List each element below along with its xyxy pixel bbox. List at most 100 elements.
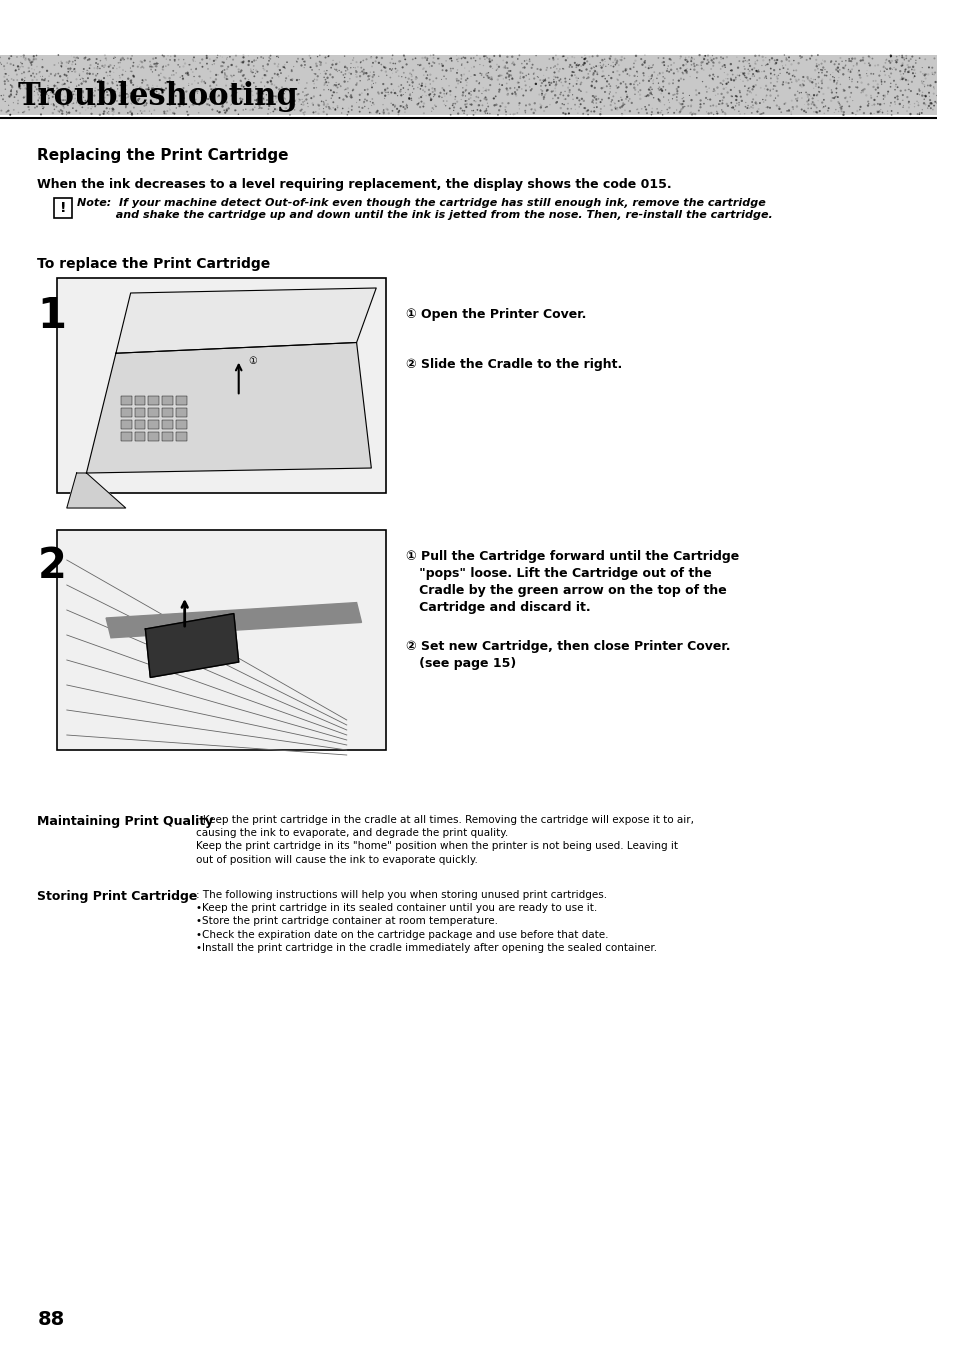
Point bbox=[34, 69, 50, 90]
Point bbox=[404, 69, 419, 90]
Point bbox=[550, 66, 565, 88]
Point bbox=[880, 84, 895, 105]
Point bbox=[291, 89, 306, 111]
Point bbox=[591, 55, 606, 77]
Point bbox=[584, 92, 599, 113]
Point bbox=[250, 61, 265, 82]
Point bbox=[650, 88, 665, 109]
Point bbox=[280, 65, 295, 86]
Point bbox=[152, 69, 168, 90]
Point bbox=[651, 77, 666, 98]
Point bbox=[35, 57, 51, 78]
Point bbox=[524, 98, 539, 120]
Point bbox=[20, 77, 35, 98]
Point bbox=[133, 51, 149, 73]
Point bbox=[66, 84, 81, 105]
Point bbox=[923, 63, 939, 85]
Point bbox=[387, 94, 402, 116]
Point bbox=[741, 61, 757, 82]
Point bbox=[316, 80, 332, 101]
Point bbox=[680, 46, 696, 67]
Point bbox=[91, 70, 107, 92]
Point bbox=[552, 84, 567, 105]
Point bbox=[31, 62, 47, 84]
Point bbox=[65, 93, 80, 115]
Point bbox=[200, 88, 215, 109]
Point bbox=[888, 46, 903, 67]
Point bbox=[774, 55, 789, 77]
Point bbox=[643, 104, 659, 125]
Point bbox=[486, 45, 501, 66]
Point bbox=[16, 45, 31, 66]
Point bbox=[6, 92, 21, 113]
Polygon shape bbox=[67, 473, 126, 509]
Point bbox=[370, 82, 385, 104]
Point bbox=[27, 47, 42, 69]
Point bbox=[617, 47, 632, 69]
Point bbox=[461, 88, 476, 109]
Point bbox=[569, 88, 584, 109]
Point bbox=[354, 82, 369, 104]
Point bbox=[560, 103, 576, 124]
Point bbox=[610, 69, 625, 90]
Point bbox=[457, 69, 473, 90]
Point bbox=[762, 63, 778, 85]
Point bbox=[598, 70, 614, 92]
Point bbox=[754, 55, 769, 77]
Point bbox=[274, 80, 290, 101]
Point bbox=[513, 61, 528, 82]
Point bbox=[887, 50, 902, 71]
Point bbox=[71, 86, 87, 108]
Point bbox=[889, 103, 904, 124]
Point bbox=[476, 55, 491, 77]
Point bbox=[874, 101, 889, 123]
Point bbox=[568, 54, 583, 76]
Point bbox=[368, 47, 383, 69]
Point bbox=[109, 74, 124, 96]
Point bbox=[361, 69, 376, 90]
Point bbox=[244, 51, 259, 73]
Point bbox=[343, 85, 358, 107]
Point bbox=[132, 88, 147, 109]
Point bbox=[876, 93, 891, 115]
Point bbox=[602, 81, 618, 103]
Point bbox=[553, 69, 568, 90]
Point bbox=[459, 71, 475, 93]
Point bbox=[748, 84, 763, 105]
Point bbox=[5, 77, 20, 98]
Point bbox=[853, 71, 868, 93]
Point bbox=[521, 50, 537, 71]
Point bbox=[829, 70, 844, 92]
Point bbox=[51, 63, 66, 85]
Point bbox=[267, 98, 282, 120]
Point bbox=[124, 71, 139, 93]
Point bbox=[561, 73, 577, 94]
Point bbox=[374, 54, 389, 76]
Point bbox=[699, 78, 714, 100]
Point bbox=[882, 92, 898, 113]
Point bbox=[448, 45, 463, 66]
Point bbox=[21, 74, 36, 96]
Point bbox=[600, 54, 616, 76]
Point bbox=[219, 49, 234, 70]
Point bbox=[822, 50, 838, 71]
Point bbox=[453, 97, 468, 119]
Point bbox=[277, 70, 293, 92]
Point bbox=[340, 71, 355, 93]
Point bbox=[736, 47, 751, 69]
Point bbox=[679, 49, 694, 70]
Point bbox=[709, 103, 724, 124]
Point bbox=[882, 58, 897, 80]
Point bbox=[0, 55, 11, 77]
Point bbox=[211, 63, 226, 85]
Point bbox=[917, 67, 932, 89]
Point bbox=[260, 54, 275, 76]
Point bbox=[778, 47, 793, 69]
Point bbox=[137, 69, 152, 90]
Point bbox=[657, 94, 672, 116]
Point bbox=[206, 85, 221, 107]
Point bbox=[149, 88, 164, 109]
Point bbox=[134, 71, 150, 93]
Point bbox=[867, 78, 882, 100]
Point bbox=[545, 57, 560, 78]
